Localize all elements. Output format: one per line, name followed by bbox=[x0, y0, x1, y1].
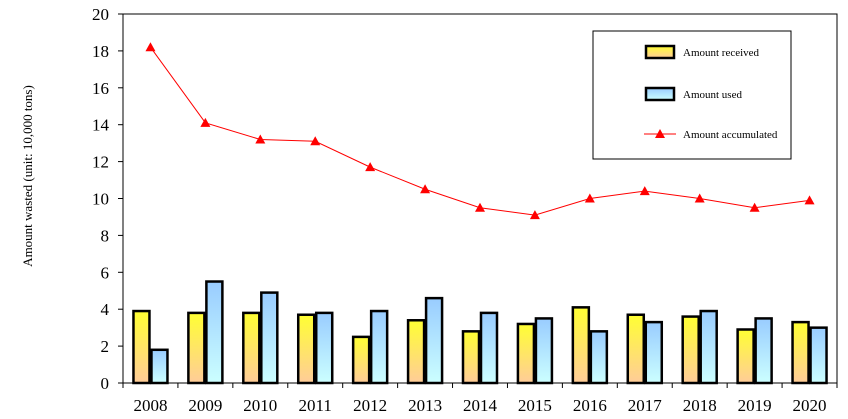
legend-box bbox=[592, 30, 792, 160]
bar-received bbox=[516, 322, 536, 385]
accumulated-point bbox=[749, 202, 760, 212]
y-axis-title: Amount wasted (unit: 10,000 tons) bbox=[20, 85, 35, 267]
legend-marker bbox=[655, 129, 665, 138]
accumulated-point bbox=[420, 184, 431, 194]
bar-used bbox=[479, 311, 499, 385]
x-tick-label: 2013 bbox=[408, 396, 442, 415]
accumulated-point bbox=[529, 210, 540, 220]
bar-used bbox=[424, 296, 444, 385]
accumulated-point bbox=[584, 193, 595, 203]
x-axis: 2008 2009 2010 2011 2012 2013 2014 2015 2016 2017… bbox=[122, 383, 838, 415]
bar-received bbox=[626, 313, 646, 385]
bar-used bbox=[150, 348, 169, 385]
y-tick-label: 8 bbox=[101, 226, 110, 245]
accumulated-point bbox=[310, 136, 321, 146]
bar-used bbox=[809, 326, 828, 385]
bar-used bbox=[754, 317, 773, 385]
bar-received bbox=[406, 319, 426, 385]
x-tick-label: 2012 bbox=[353, 396, 387, 415]
bar-used bbox=[205, 280, 224, 385]
bar-used bbox=[699, 309, 718, 385]
bar-used bbox=[534, 317, 554, 385]
y-tick-label: 2 bbox=[101, 337, 110, 356]
y-tick-label: 0 bbox=[101, 374, 110, 393]
x-tick-label: 2016 bbox=[573, 396, 607, 415]
legend-swatch bbox=[644, 44, 676, 60]
bar-received bbox=[736, 328, 755, 385]
bar-used bbox=[314, 311, 334, 385]
bar-received bbox=[242, 311, 261, 385]
bars bbox=[132, 280, 828, 385]
accumulated-point bbox=[255, 134, 266, 144]
legend-label: Amount received bbox=[683, 47, 760, 59]
x-tick-label: 2017 bbox=[628, 396, 663, 415]
x-tick-label: 2011 bbox=[299, 396, 332, 415]
legend-label: Amount used bbox=[683, 89, 742, 101]
y-tick-label: 6 bbox=[101, 263, 110, 282]
bar-received bbox=[461, 330, 481, 385]
y-tick-label: 20 bbox=[92, 5, 109, 24]
legend: Amount received Amount used Amount accumul… bbox=[592, 30, 792, 160]
accumulated-point bbox=[200, 117, 211, 127]
bar-used bbox=[369, 309, 389, 385]
x-tick-label: 2019 bbox=[738, 396, 772, 415]
bar-received bbox=[296, 313, 316, 385]
bar-received bbox=[571, 306, 591, 385]
x-tick-label: 2010 bbox=[243, 396, 277, 415]
y-tick-label: 16 bbox=[92, 79, 109, 98]
y-axis: 0 2 4 6 8 10 12 14 16 18 20 bbox=[92, 5, 123, 393]
x-tick-label: 2018 bbox=[683, 396, 717, 415]
bar-received bbox=[187, 311, 206, 385]
accumulated-point bbox=[694, 193, 705, 203]
bar-received bbox=[681, 315, 700, 385]
y-tick-label: 14 bbox=[92, 116, 110, 135]
accumulated-point bbox=[804, 195, 815, 205]
bar-used bbox=[260, 291, 279, 385]
bar-received bbox=[351, 335, 371, 385]
bar-used bbox=[589, 330, 609, 385]
accumulated-line bbox=[145, 42, 815, 220]
x-tick-label: 2020 bbox=[793, 396, 827, 415]
y-tick-label: 4 bbox=[101, 300, 110, 319]
bar-received bbox=[791, 320, 810, 385]
accumulated-point bbox=[365, 162, 376, 172]
y-tick-label: 10 bbox=[92, 190, 109, 209]
bar-used bbox=[644, 320, 664, 385]
accumulated-point bbox=[639, 186, 650, 196]
x-tick-label: 2008 bbox=[133, 396, 167, 415]
x-tick-label: 2014 bbox=[463, 396, 498, 415]
y-tick-label: 12 bbox=[92, 153, 109, 172]
bar-received bbox=[132, 309, 151, 385]
y-tick-label: 18 bbox=[92, 42, 109, 61]
legend-label: Amount accumulated bbox=[683, 129, 778, 141]
accumulated-point bbox=[475, 202, 485, 212]
x-tick-label: 2015 bbox=[518, 396, 552, 415]
accumulated-point bbox=[145, 42, 156, 52]
legend-swatch bbox=[644, 86, 676, 102]
x-tick-label: 2009 bbox=[188, 396, 222, 415]
